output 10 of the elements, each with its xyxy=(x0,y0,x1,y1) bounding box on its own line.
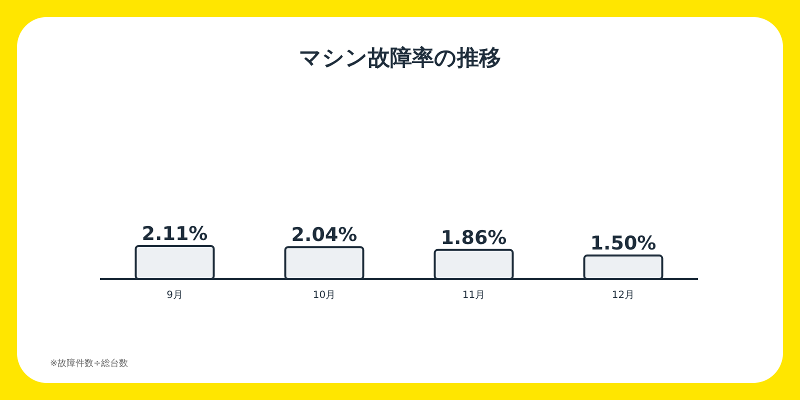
data-label: 2.04% xyxy=(291,224,358,246)
data-label: 2.11% xyxy=(142,223,208,245)
x-tick-label: 9月 xyxy=(166,290,183,301)
data-label: 1.50% xyxy=(590,232,656,255)
x-tick-label: 10月 xyxy=(312,290,336,301)
x-tick-label: 12月 xyxy=(612,290,635,301)
chart-title: マシン故障率の推移 xyxy=(299,45,501,71)
text: ※故障件数÷総台数 xyxy=(50,358,128,369)
x-tick-label: 11月 xyxy=(462,290,486,301)
data-label: 1.86% xyxy=(440,226,507,249)
